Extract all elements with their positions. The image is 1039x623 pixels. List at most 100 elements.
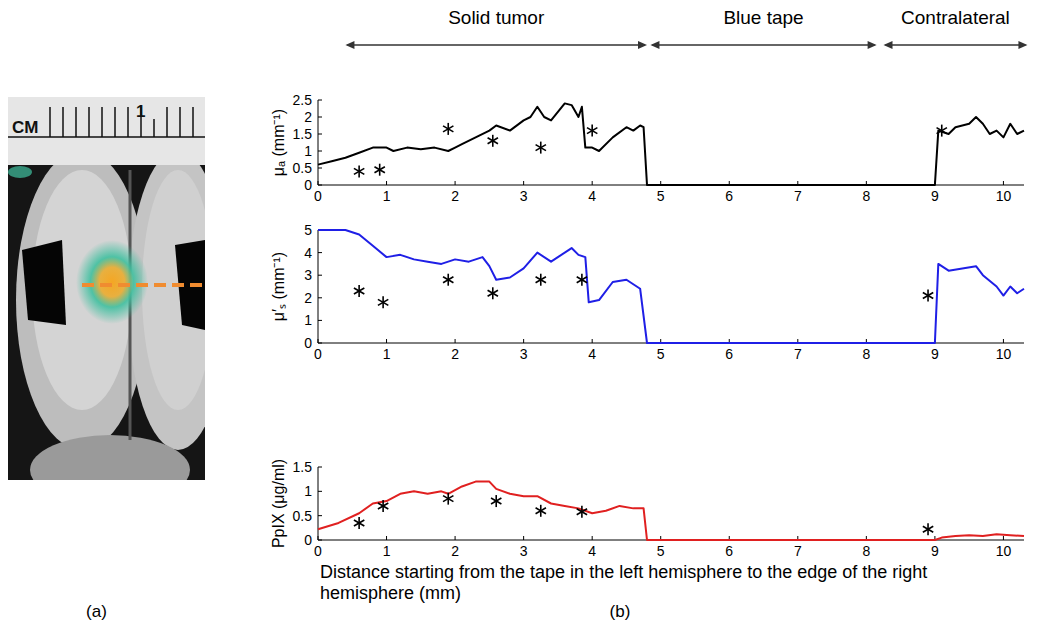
x-axis-title: Distance starting from the tape in the l… <box>320 562 927 603</box>
x-tick <box>318 181 319 185</box>
x-tick-label: 0 <box>314 543 322 559</box>
x-tick <box>455 181 456 185</box>
figure: CM101234567891000.511.522.5μₐ (mm⁻¹)Soli… <box>0 0 1039 623</box>
y-tick <box>318 100 322 101</box>
y-tick <box>318 168 322 169</box>
ruler-tick <box>179 107 181 137</box>
x-tick-label: 4 <box>588 346 596 362</box>
x-tick-label: 6 <box>725 188 733 204</box>
data-point <box>491 495 501 507</box>
data-point <box>378 500 388 512</box>
x-tick <box>592 181 593 185</box>
x-tick-label: 5 <box>657 543 665 559</box>
ruler-label: CM <box>12 118 38 137</box>
asterisk-stroke <box>374 167 384 173</box>
x-tick-label: 2 <box>451 543 459 559</box>
y-tick-label: 1 <box>304 143 312 159</box>
y-tick <box>318 491 322 492</box>
x-tick-label: 10 <box>996 188 1012 204</box>
y-tick-label: 0.5 <box>293 160 313 176</box>
data-point <box>923 523 933 535</box>
y-tick <box>318 117 322 118</box>
asterisk-stroke <box>587 128 597 134</box>
x-tick <box>386 536 387 540</box>
asterisk-stroke <box>488 290 498 296</box>
x-tick-label: 6 <box>725 346 733 362</box>
x-tick-label: 5 <box>657 188 665 204</box>
asterisk-stroke <box>443 496 453 502</box>
data-point <box>443 493 453 505</box>
data-point <box>374 164 384 176</box>
data-point <box>577 506 587 518</box>
arrow-head <box>345 41 354 49</box>
x-tick-label: 3 <box>520 543 528 559</box>
y-axis-title: PpIX (μg/ml) <box>270 459 287 548</box>
y-tick <box>318 134 322 135</box>
ruler-tick <box>166 107 168 137</box>
x-tick <box>455 339 456 343</box>
asterisk-stroke <box>354 168 364 174</box>
data-point <box>354 165 364 177</box>
x-tick-label: 7 <box>794 346 802 362</box>
asterisk-stroke <box>378 299 388 305</box>
ruler <box>8 97 205 165</box>
y-tick-label: 0 <box>304 532 312 548</box>
x-tick <box>523 339 524 343</box>
y-tick-label: 4 <box>304 245 312 261</box>
arrow-shaft <box>885 44 1025 45</box>
asterisk-stroke <box>923 293 933 299</box>
y-tick <box>318 320 322 321</box>
y-tick <box>318 297 322 298</box>
x-tick-label: 0 <box>314 188 322 204</box>
y-tick-label: 2.5 <box>293 92 313 108</box>
y-tick <box>318 275 322 276</box>
data-point <box>488 135 498 147</box>
data-point <box>488 287 498 299</box>
x-tick-label: 4 <box>588 188 596 204</box>
fluorescence <box>8 166 32 178</box>
asterisk-stroke <box>536 277 546 283</box>
data-point <box>536 274 546 286</box>
asterisk-stroke <box>488 138 498 144</box>
x-tick-label: 2 <box>451 188 459 204</box>
y-axis <box>318 100 319 185</box>
plot-marks <box>318 230 1024 343</box>
arrow-head <box>868 41 877 49</box>
x-tick-label: 5 <box>657 346 665 362</box>
y-tick-label: 1 <box>304 483 312 499</box>
y-tick <box>318 515 322 516</box>
x-tick <box>386 339 387 343</box>
x-tick-label: 9 <box>931 188 939 204</box>
y-tick <box>318 540 322 541</box>
fluorescence <box>76 240 148 324</box>
x-tick-label: 3 <box>520 188 528 204</box>
asterisk-stroke <box>536 145 546 151</box>
x-tick <box>455 536 456 540</box>
y-tick-label: 1.5 <box>293 126 313 142</box>
asterisk-stroke <box>923 526 933 532</box>
x-tick <box>592 536 593 540</box>
asterisk-stroke <box>937 128 947 134</box>
y-tick-label: 2 <box>304 290 312 306</box>
asterisk-stroke <box>354 168 364 174</box>
x-tick <box>592 339 593 343</box>
chart: 012345678910012345μ′ₛ (mm⁻¹) <box>270 222 1024 362</box>
ruler-tick <box>153 119 155 137</box>
data-point <box>587 125 597 137</box>
asterisk-stroke <box>443 126 453 132</box>
asterisk-stroke <box>577 509 587 515</box>
x-tick-label: 7 <box>794 543 802 559</box>
y-tick-label: 3 <box>304 267 312 283</box>
asterisk-stroke <box>374 167 384 173</box>
asterisk-stroke <box>443 277 453 283</box>
asterisk-stroke <box>577 277 587 283</box>
y-tick <box>318 343 322 344</box>
x-tick-label: 9 <box>931 346 939 362</box>
arrow-shaft <box>347 44 645 45</box>
cerebellum <box>30 435 190 480</box>
x-tick-label: 7 <box>794 188 802 204</box>
asterisk-stroke <box>491 498 501 504</box>
data-point <box>577 274 587 286</box>
image-panel: CM1 <box>8 97 205 480</box>
asterisk-stroke <box>488 290 498 296</box>
